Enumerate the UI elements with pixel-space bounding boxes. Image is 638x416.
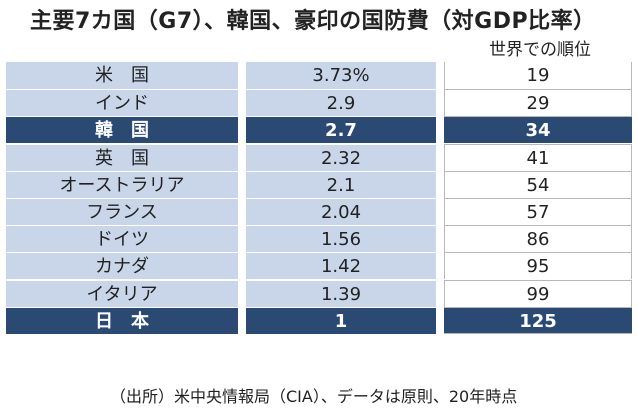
rank-cell: 41	[444, 143, 632, 171]
rank-column-header: 世界での順位	[489, 40, 591, 60]
percent-cell: 2.9	[246, 89, 436, 117]
rank-cell: 34	[444, 116, 632, 144]
rank-cell: 29	[444, 89, 632, 117]
percent-cell: 1	[246, 306, 436, 334]
rank-cell: 95	[444, 252, 632, 280]
rank-cell: 125	[444, 306, 632, 334]
country-cell: ドイツ	[6, 225, 238, 253]
rank-cell: 99	[444, 279, 632, 307]
percent-cell: 2.04	[246, 197, 436, 225]
table-row: 米 国 3.73% 19	[6, 62, 632, 89]
table-row: 英 国 2.32 41	[6, 143, 632, 171]
data-table: 米 国 3.73% 19 インド 2.9 29 韓 国 2.7 34 英 国 2.32 41 オーストラ…	[6, 62, 632, 334]
percent-cell: 1.42	[246, 252, 436, 280]
country-cell: 米 国	[6, 62, 238, 89]
country-cell: オーストラリア	[6, 170, 238, 198]
table-row: 韓 国 2.7 34	[6, 116, 632, 144]
country-cell: カナダ	[6, 252, 238, 280]
rank-cell: 54	[444, 170, 632, 198]
country-cell: イタリア	[6, 279, 238, 307]
percent-cell: 1.39	[246, 279, 436, 307]
rank-cell: 86	[444, 225, 632, 253]
country-cell: インド	[6, 89, 238, 117]
table-row: カナダ 1.42 95	[6, 252, 632, 280]
table-row: 日 本 1 125	[6, 306, 632, 334]
percent-cell: 2.1	[246, 170, 436, 198]
table-row: イタリア 1.39 99	[6, 279, 632, 307]
country-cell: 英 国	[6, 143, 238, 171]
percent-cell: 3.73%	[246, 62, 436, 89]
rank-cell: 19	[444, 62, 632, 89]
table-row: フランス 2.04 57	[6, 197, 632, 225]
rank-cell: 57	[444, 197, 632, 225]
percent-cell: 2.7	[246, 116, 436, 144]
percent-cell: 2.32	[246, 143, 436, 171]
table-row: ドイツ 1.56 86	[6, 225, 632, 253]
country-cell: 日 本	[6, 306, 238, 334]
table-row: オーストラリア 2.1 54	[6, 170, 632, 198]
source-note: （出所）米中央情報局（CIA）、データは原則、20年時点	[110, 387, 518, 406]
chart-title: 主要7カ国（G7）、韓国、豪印の国防費（対GDP比率）	[30, 9, 596, 34]
percent-cell: 1.56	[246, 225, 436, 253]
country-cell: フランス	[6, 197, 238, 225]
country-cell: 韓 国	[6, 116, 238, 144]
table-row: インド 2.9 29	[6, 89, 632, 117]
